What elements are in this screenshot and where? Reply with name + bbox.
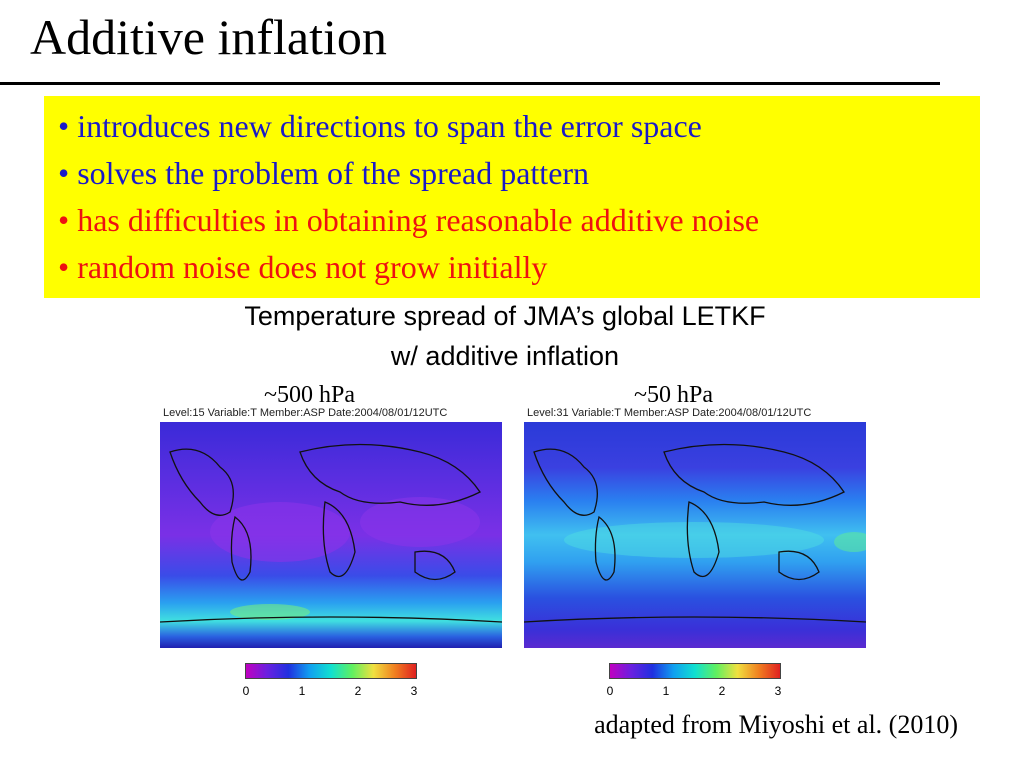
panel-right-tick-1: 1 xyxy=(662,684,670,698)
figure-caption-line-1: Temperature spread of JMA’s global LETKF xyxy=(244,301,766,331)
panel-left-map-header: Level:15 Variable:T Member:ASP Date:2004… xyxy=(163,407,448,419)
title-divider xyxy=(0,82,940,85)
panel-left-spread-map xyxy=(160,422,502,648)
bullet-4: • random noise does not grow initially xyxy=(58,249,548,285)
panel-left-level-label: ~500 hPa xyxy=(264,382,355,408)
panel-left-tick-3: 3 xyxy=(410,684,418,698)
figure-caption-line-2: w/ additive inflation xyxy=(390,341,620,371)
panel-right-tick-3: 3 xyxy=(774,684,782,698)
bullet-3: • has difficulties in obtaining reasonab… xyxy=(58,202,760,238)
panel-right-tick-2: 2 xyxy=(718,684,726,698)
bullet-2: • solves the problem of the spread patte… xyxy=(58,155,590,191)
panel-left-tick-0: 0 xyxy=(242,684,250,698)
panel-right-level-label: ~50 hPa xyxy=(634,382,713,408)
panel-right-spread-map xyxy=(524,422,866,648)
panel-left-tick-2: 2 xyxy=(354,684,362,698)
source-credit: adapted from Miyoshi et al. (2010) xyxy=(594,710,958,739)
bullet-1: • introduces new directions to span the … xyxy=(58,108,702,144)
panel-left-colorbar xyxy=(245,663,417,679)
panel-right-colorbar xyxy=(609,663,781,679)
panel-left-tick-1: 1 xyxy=(298,684,306,698)
panel-right-tick-0: 0 xyxy=(606,684,614,698)
highlight-box: • introduces new directions to span the … xyxy=(44,96,980,298)
slide-title: Additive inflation xyxy=(30,9,387,65)
panel-right-map-header: Level:31 Variable:T Member:ASP Date:2004… xyxy=(527,407,812,419)
